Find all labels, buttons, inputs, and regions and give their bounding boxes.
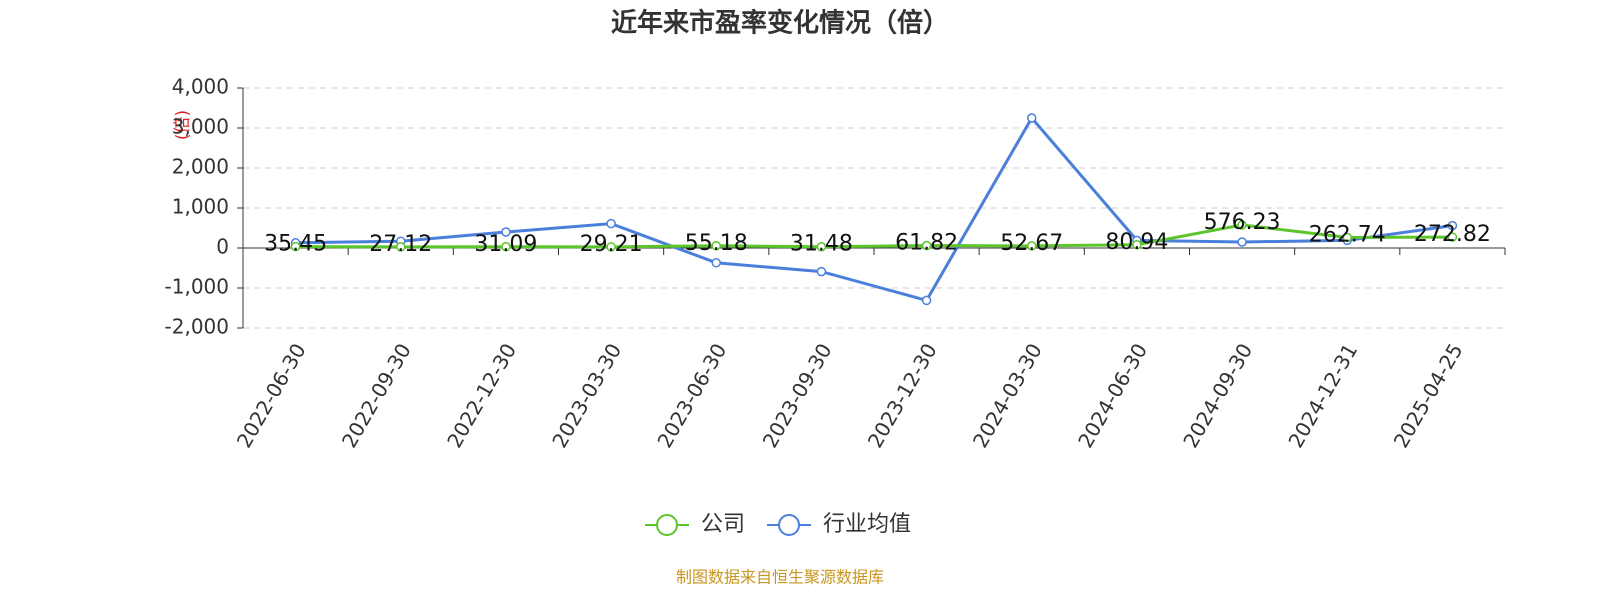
chart-title: 近年来市盈率变化情况（倍）	[611, 8, 949, 39]
data-point	[1447, 232, 1458, 242]
y-tick-label: 2,000	[172, 155, 229, 179]
x-tick-label: 2024-09-30	[1178, 339, 1257, 452]
data-label: 55.18	[685, 231, 748, 256]
series-line	[295, 223, 1453, 249]
data-point	[396, 242, 406, 252]
data-label: 29.21	[580, 232, 643, 257]
x-tick-label: 2023-03-30	[547, 339, 626, 452]
data-point	[921, 295, 932, 306]
x-tick-label: 2024-06-30	[1073, 339, 1152, 452]
data-label: 61.82	[895, 231, 958, 256]
data-point	[1342, 232, 1352, 243]
x-tick-label: 2023-09-30	[758, 339, 837, 452]
y-tick-label: -1,000	[165, 275, 229, 299]
data-label: 576.23	[1204, 210, 1281, 235]
data-label: 27.12	[369, 232, 432, 257]
data-point	[1447, 220, 1458, 231]
data-label: 35.45	[264, 232, 327, 257]
x-tick-label: 2023-12-30	[863, 339, 942, 452]
data-point	[290, 241, 301, 252]
data-label: 31.09	[474, 232, 537, 257]
data-label: 31.48	[790, 232, 853, 257]
data-point	[711, 258, 721, 268]
series-line	[295, 115, 1453, 303]
x-tick-label: 2024-12-31	[1283, 339, 1362, 452]
data-point	[501, 242, 511, 252]
x-tick-label: 2022-06-30	[232, 339, 311, 452]
data-label: 272.82	[1414, 222, 1491, 247]
x-tick-label: 2025-04-25	[1389, 339, 1468, 452]
y-tick-label: -2,000	[165, 315, 229, 339]
data-point	[1237, 220, 1247, 230]
x-tick-label: 2022-12-30	[442, 339, 521, 452]
data-point	[1027, 113, 1037, 123]
legend-marker	[656, 514, 678, 536]
legend-marker	[778, 514, 801, 536]
legend-label: 行业均值	[823, 512, 911, 537]
data-point	[1027, 241, 1037, 251]
data-point	[1132, 240, 1142, 250]
x-tick-label: 2023-06-30	[652, 339, 731, 452]
y-tick-label: 0	[216, 235, 229, 259]
legend-label: 公司	[701, 512, 745, 537]
x-tick-label: 2024-03-30	[968, 339, 1047, 452]
x-tick-label: 2022-09-30	[337, 339, 416, 452]
data-label: 262.74	[1309, 222, 1386, 247]
y-tick-label: 1,000	[172, 195, 229, 219]
data-point	[606, 242, 616, 252]
y-tick-label: 4,000	[172, 75, 229, 99]
data-label: 52.67	[1000, 231, 1063, 256]
footer: 制图数据来自恒生聚源数据库	[676, 568, 884, 587]
data-point	[816, 241, 827, 252]
data-point	[816, 266, 827, 277]
y-axis-label: (倍)	[173, 110, 193, 140]
data-label: 80.94	[1105, 230, 1168, 255]
data-point	[606, 218, 616, 229]
data-point	[501, 227, 511, 237]
data-point	[1237, 237, 1247, 247]
data-point	[711, 241, 721, 251]
data-point	[921, 240, 932, 251]
y-tick-label: 3,000	[172, 115, 229, 139]
